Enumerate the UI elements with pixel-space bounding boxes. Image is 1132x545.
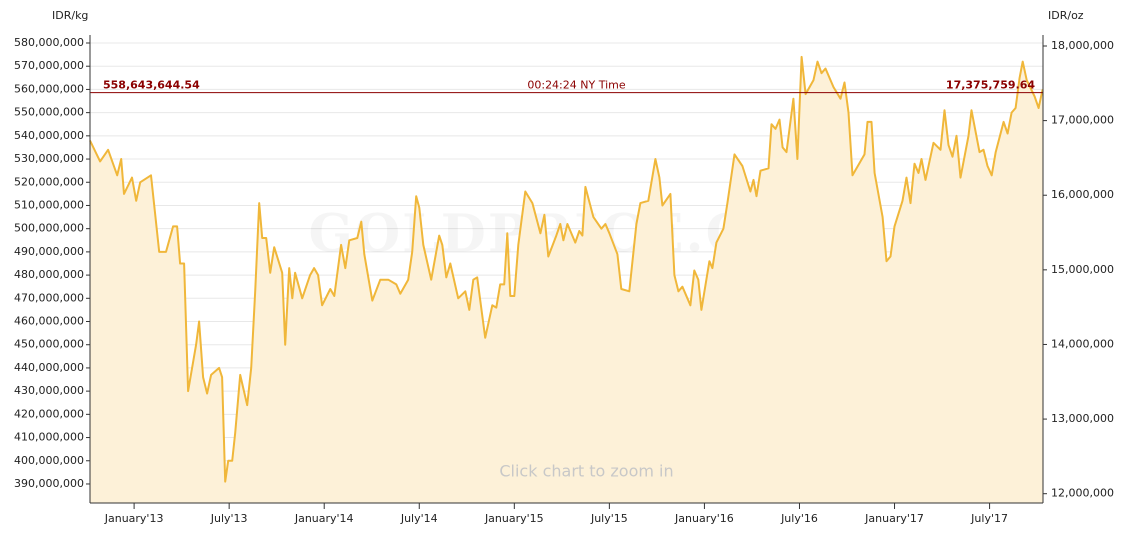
x-tick-label: January'17 (864, 512, 924, 525)
y-tick-label: 410,000,000 (14, 431, 84, 444)
y2-tick-label: 13,000,000 (1051, 412, 1114, 425)
x-tick-label: January'15 (484, 512, 544, 525)
area-fill (90, 56, 1043, 504)
price-line (89, 55, 1044, 483)
y-tick-label: 500,000,000 (14, 222, 84, 235)
y-tick-label: 430,000,000 (14, 384, 84, 397)
y-tick-label: 570,000,000 (14, 59, 84, 72)
y2-tick-label: 18,000,000 (1051, 39, 1114, 52)
y-tick-label: 420,000,000 (14, 407, 84, 420)
current-time: 00:24:24 NY Time (527, 79, 625, 92)
x-tick-label: January'13 (104, 512, 164, 525)
x-tick-label: July'14 (400, 512, 438, 525)
y-tick-label: 580,000,000 (14, 36, 84, 49)
zoom-hint: Click chart to zoom in (499, 462, 673, 481)
y2-tick-label: 12,000,000 (1051, 487, 1114, 500)
current-price-left: 558,643,644.54 (103, 79, 200, 92)
y2-tick-label: 15,000,000 (1051, 263, 1114, 276)
y-tick-label: 530,000,000 (14, 152, 84, 165)
y-tick-label: 540,000,000 (14, 129, 84, 142)
y-tick-label: 440,000,000 (14, 361, 84, 374)
y2-tick-label: 16,000,000 (1051, 188, 1114, 201)
x-tick-label: January'14 (294, 512, 354, 525)
y-tick-label: 490,000,000 (14, 245, 84, 258)
y-tick-label: 460,000,000 (14, 315, 84, 328)
x-tick-label: July'15 (590, 512, 628, 525)
y-tick-label: 550,000,000 (14, 106, 84, 119)
y-tick-label: 390,000,000 (14, 477, 84, 490)
y-tick-label: 470,000,000 (14, 291, 84, 304)
y-tick-label: 560,000,000 (14, 82, 84, 95)
y-tick-label: 520,000,000 (14, 175, 84, 188)
current-price-right: 17,375,759.64 (946, 79, 1035, 92)
y-tick-label: 400,000,000 (14, 454, 84, 467)
y-tick-label: 510,000,000 (14, 198, 84, 211)
y-tick-label: 480,000,000 (14, 268, 84, 281)
x-tick-label: July'16 (780, 512, 818, 525)
x-tick-label: July'17 (970, 512, 1008, 525)
y-tick-label: 450,000,000 (14, 338, 84, 351)
x-tick-label: July'13 (210, 512, 248, 525)
y2-tick-label: 14,000,000 (1051, 337, 1114, 350)
x-tick-label: January'16 (674, 512, 734, 525)
y-axis-title: IDR/kg (52, 9, 88, 22)
y2-axis-title: IDR/oz (1048, 9, 1084, 22)
y2-tick-label: 17,000,000 (1051, 114, 1114, 127)
